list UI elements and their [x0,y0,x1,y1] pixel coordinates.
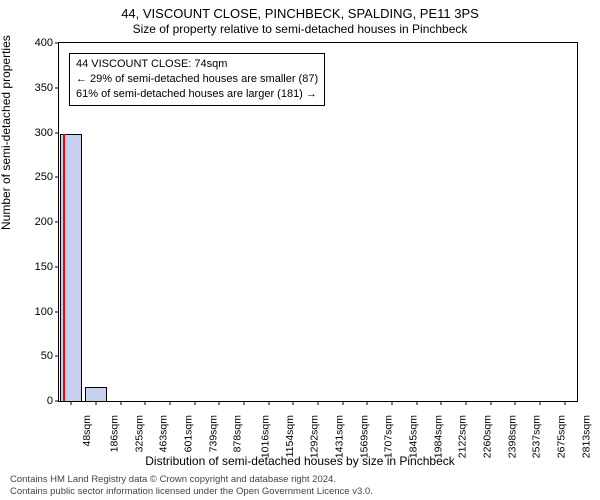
x-tick-label: 1016sqm [260,415,272,458]
x-tick-mark [416,401,417,405]
x-tick-mark [194,401,195,405]
y-tick-mark [55,222,59,223]
x-tick-mark [490,401,491,405]
x-tick-label: 601sqm [183,415,195,452]
chart-subtitle: Size of property relative to semi-detach… [0,22,600,36]
footer: Contains HM Land Registry data © Crown c… [10,474,373,498]
x-tick-mark [466,401,467,405]
y-tick-mark [55,311,59,312]
x-tick-label: 48sqm [81,415,93,447]
y-tick-label: 400 [35,37,53,49]
x-tick-mark [293,401,294,405]
annotation-line-1: 44 VISCOUNT CLOSE: 74sqm [76,57,318,72]
y-tick-mark [55,266,59,267]
x-tick-mark [515,401,516,405]
x-tick-label: 2260sqm [482,415,494,458]
x-tick-mark [367,401,368,405]
x-tick-mark [441,401,442,405]
y-tick-label: 50 [41,350,53,362]
annotation-line-3: 61% of semi-detached houses are larger (… [76,87,318,102]
property-marker-line [63,134,65,401]
x-tick-label: 1984sqm [432,415,444,458]
footer-line-1: Contains HM Land Registry data © Crown c… [10,474,373,486]
x-tick-label: 325sqm [133,415,145,452]
y-tick-label: 250 [35,171,53,183]
x-tick-mark [318,401,319,405]
y-tick-label: 100 [35,306,53,318]
x-tick-label: 1569sqm [358,415,370,458]
x-tick-label: 2537sqm [531,415,543,458]
x-tick-mark [342,401,343,405]
plot-area: 44 VISCOUNT CLOSE: 74sqm ← 29% of semi-d… [58,42,578,402]
x-tick-mark [170,401,171,405]
y-tick-mark [55,401,59,402]
x-tick-mark [392,401,393,405]
x-tick-mark [120,401,121,405]
x-tick-mark [244,401,245,405]
y-axis-label: Number of semi-detached properties [0,35,13,230]
x-tick-mark [96,401,97,405]
x-tick-mark [145,401,146,405]
x-tick-label: 2398sqm [506,415,518,458]
x-tick-mark [540,401,541,405]
y-tick-label: 0 [47,395,53,407]
x-tick-mark [268,401,269,405]
y-tick-mark [55,87,59,88]
y-tick-label: 200 [35,216,53,228]
annotation-box: 44 VISCOUNT CLOSE: 74sqm ← 29% of semi-d… [69,53,325,106]
x-tick-mark [564,401,565,405]
x-tick-label: 878sqm [232,415,244,452]
x-tick-mark [71,401,72,405]
x-tick-label: 1292sqm [309,415,321,458]
y-tick-label: 350 [35,82,53,94]
x-tick-label: 1154sqm [284,415,296,457]
footer-line-2: Contains public sector information licen… [10,486,373,498]
x-tick-label: 1431sqm [334,415,346,458]
x-tick-mark [219,401,220,405]
chart-title: 44, VISCOUNT CLOSE, PINCHBECK, SPALDING,… [0,6,600,21]
y-tick-mark [55,356,59,357]
y-tick-label: 150 [35,261,53,273]
x-tick-label: 2122sqm [457,415,469,458]
y-tick-mark [55,132,59,133]
x-tick-label: 463sqm [158,415,170,452]
x-tick-label: 739sqm [207,415,219,452]
y-tick-mark [55,177,59,178]
y-tick-label: 300 [35,127,53,139]
annotation-line-2: ← 29% of semi-detached houses are smalle… [76,72,318,87]
x-tick-label: 2813sqm [580,415,592,458]
x-tick-label: 2675sqm [556,415,568,458]
x-tick-label: 186sqm [109,415,121,452]
y-tick-mark [55,43,59,44]
bar [85,387,107,401]
x-tick-label: 1707sqm [383,415,395,458]
x-tick-label: 1845sqm [408,415,420,458]
